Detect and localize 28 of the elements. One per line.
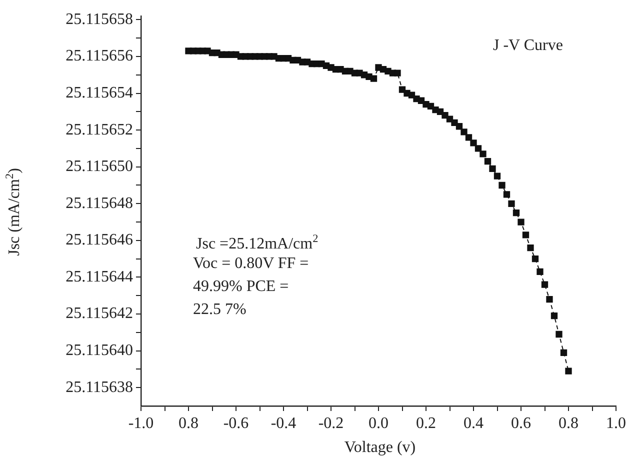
annotation: Voc = 0.80V FF =	[193, 255, 309, 272]
x-tick-label: 0.8	[178, 414, 198, 432]
annotation: J -V Curve	[493, 37, 563, 54]
x-tick-label: -0.6	[223, 414, 249, 432]
y-tick-label: 25.115648	[66, 194, 133, 212]
annotation: 22.5 7%	[193, 301, 246, 318]
x-tick-label: -1.0	[128, 414, 154, 432]
y-tick-label: 25.115646	[66, 232, 133, 249]
y-tick-label: 25.115652	[66, 121, 133, 138]
annotation: Jsc =25.12mA/cm$^{2}$	[196, 233, 318, 252]
y-tick-label: 25.115656	[66, 48, 133, 65]
x-tick-label: 0.2	[416, 414, 436, 432]
annotation: 49.99% PCE =	[193, 278, 289, 295]
x-axis-title: Voltage (v)	[344, 439, 416, 456]
x-tick-label: 0.6	[511, 414, 531, 432]
y-tick-label: 25.115640	[66, 342, 133, 360]
x-tick-label: 0.4	[464, 414, 484, 432]
y-tick-label: 25.115650	[66, 158, 133, 176]
x-tick-label: -0.4	[270, 414, 296, 432]
y-tick-label: 25.115638	[66, 378, 133, 396]
y-tick-label: 25.115642	[66, 305, 133, 322]
y-tick-label: 25.115644	[66, 268, 133, 286]
x-tick-label: 1.0	[606, 414, 626, 432]
y-tick-label: 25.115658	[66, 10, 133, 28]
x-tick-label: 0.0	[368, 414, 388, 432]
x-tick-label: 0.8	[558, 414, 578, 432]
y-tick-label: 25.115654	[66, 84, 133, 102]
x-tick-label: -0.2	[318, 414, 344, 432]
